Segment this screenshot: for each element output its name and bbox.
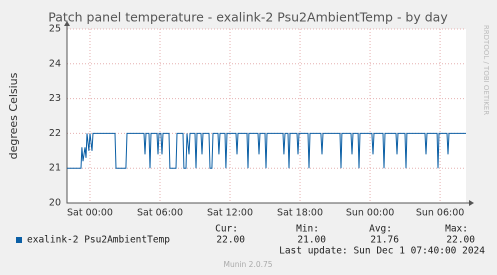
x-tick-label: Sat 00:00 <box>67 208 113 219</box>
x-tick-label: Sat 06:00 <box>137 208 183 219</box>
y-tick-label: 25 <box>49 24 61 35</box>
stat-value: 22.00 <box>216 235 245 246</box>
chart-title: Patch panel temperature - exalink-2 Psu2… <box>48 10 448 25</box>
series-line <box>67 132 466 169</box>
last-update: Last update: Sun Dec 1 07:40:00 2024 <box>279 246 485 257</box>
y-tick-label: 24 <box>49 58 61 69</box>
stat-label: Avg: <box>369 224 392 235</box>
footer: Munin 2.0.75 <box>223 260 272 269</box>
axis <box>66 23 472 204</box>
y-tick-label: 21 <box>49 163 61 174</box>
y-tick-label: 23 <box>49 93 61 104</box>
y-tick-label: 22 <box>49 128 61 139</box>
y-axis-label: degrees Celsius <box>7 72 20 159</box>
legend-swatch <box>16 237 22 243</box>
stat-label: Max: <box>445 224 468 235</box>
stat-label: Min: <box>296 224 319 235</box>
plot-area <box>67 29 466 203</box>
y-tick-label: 20 <box>49 198 61 209</box>
stat-label: Cur: <box>215 224 238 235</box>
side-label: RRDTOOL / TOBI OETIKER <box>482 25 490 115</box>
legend-label: exalink-2 Psu2AmbientTemp <box>27 235 170 246</box>
x-tick-label: Sun 06:00 <box>416 208 464 219</box>
x-tick-label: Sat 12:00 <box>207 208 253 219</box>
stat-value: 21.00 <box>297 235 326 246</box>
stat-value: 22.00 <box>446 235 475 246</box>
stat-value: 21.76 <box>370 235 399 246</box>
x-tick-label: Sat 18:00 <box>277 208 323 219</box>
x-tick-label: Sun 00:00 <box>346 208 394 219</box>
